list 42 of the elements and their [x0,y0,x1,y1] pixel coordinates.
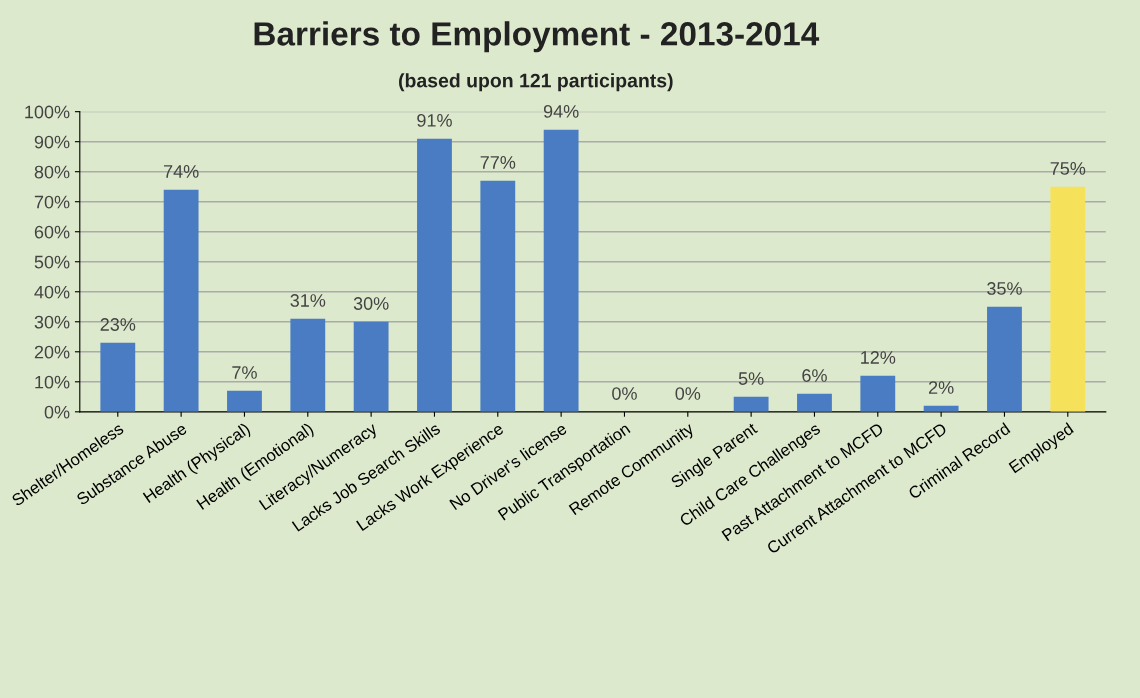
y-tick-label: 60% [34,225,70,239]
data-label: 0% [612,387,637,400]
data-label: 2% [928,381,954,394]
data-label: 75% [1050,162,1086,175]
chart-title: Barriers to Employment - 2013-2014 [254,21,820,53]
data-label: 5% [738,372,764,385]
bar [480,180,516,412]
y-tick-label: 70% [34,195,70,209]
y-tick-label: 0% [44,405,70,419]
bar [353,321,389,412]
bar [100,342,136,412]
y-tick-label: 30% [34,315,70,329]
data-label: 74% [163,165,199,178]
bar [860,375,896,412]
bar [797,393,832,412]
y-tick-label: 10% [35,375,70,389]
y-tick-label: 100% [25,105,70,119]
bar [417,138,452,412]
bar [1050,186,1086,412]
data-label: 6% [802,369,827,382]
bar [163,189,199,412]
data-label: 77% [480,156,516,169]
data-label: 35% [987,282,1022,295]
y-tick-label: 40% [34,285,70,299]
y-tick-label: 90% [34,135,70,149]
data-label: 94% [543,105,579,118]
data-label: 91% [417,114,452,127]
y-tick-label: 20% [34,345,70,359]
bar [290,318,326,412]
bar [227,390,262,412]
bar [987,306,1022,412]
data-label: 31% [290,294,326,307]
bar [543,129,579,412]
chart-subtitle: (based upon 121 participants) [399,73,673,92]
data-label: 12% [861,351,896,364]
data-label: 30% [353,297,389,310]
data-label: 0% [675,387,701,400]
y-tick-label: 50% [34,255,70,269]
data-label: 7% [232,366,257,379]
bar [733,396,769,412]
data-label: 23% [100,318,136,331]
y-tick-label: 80% [34,165,70,179]
